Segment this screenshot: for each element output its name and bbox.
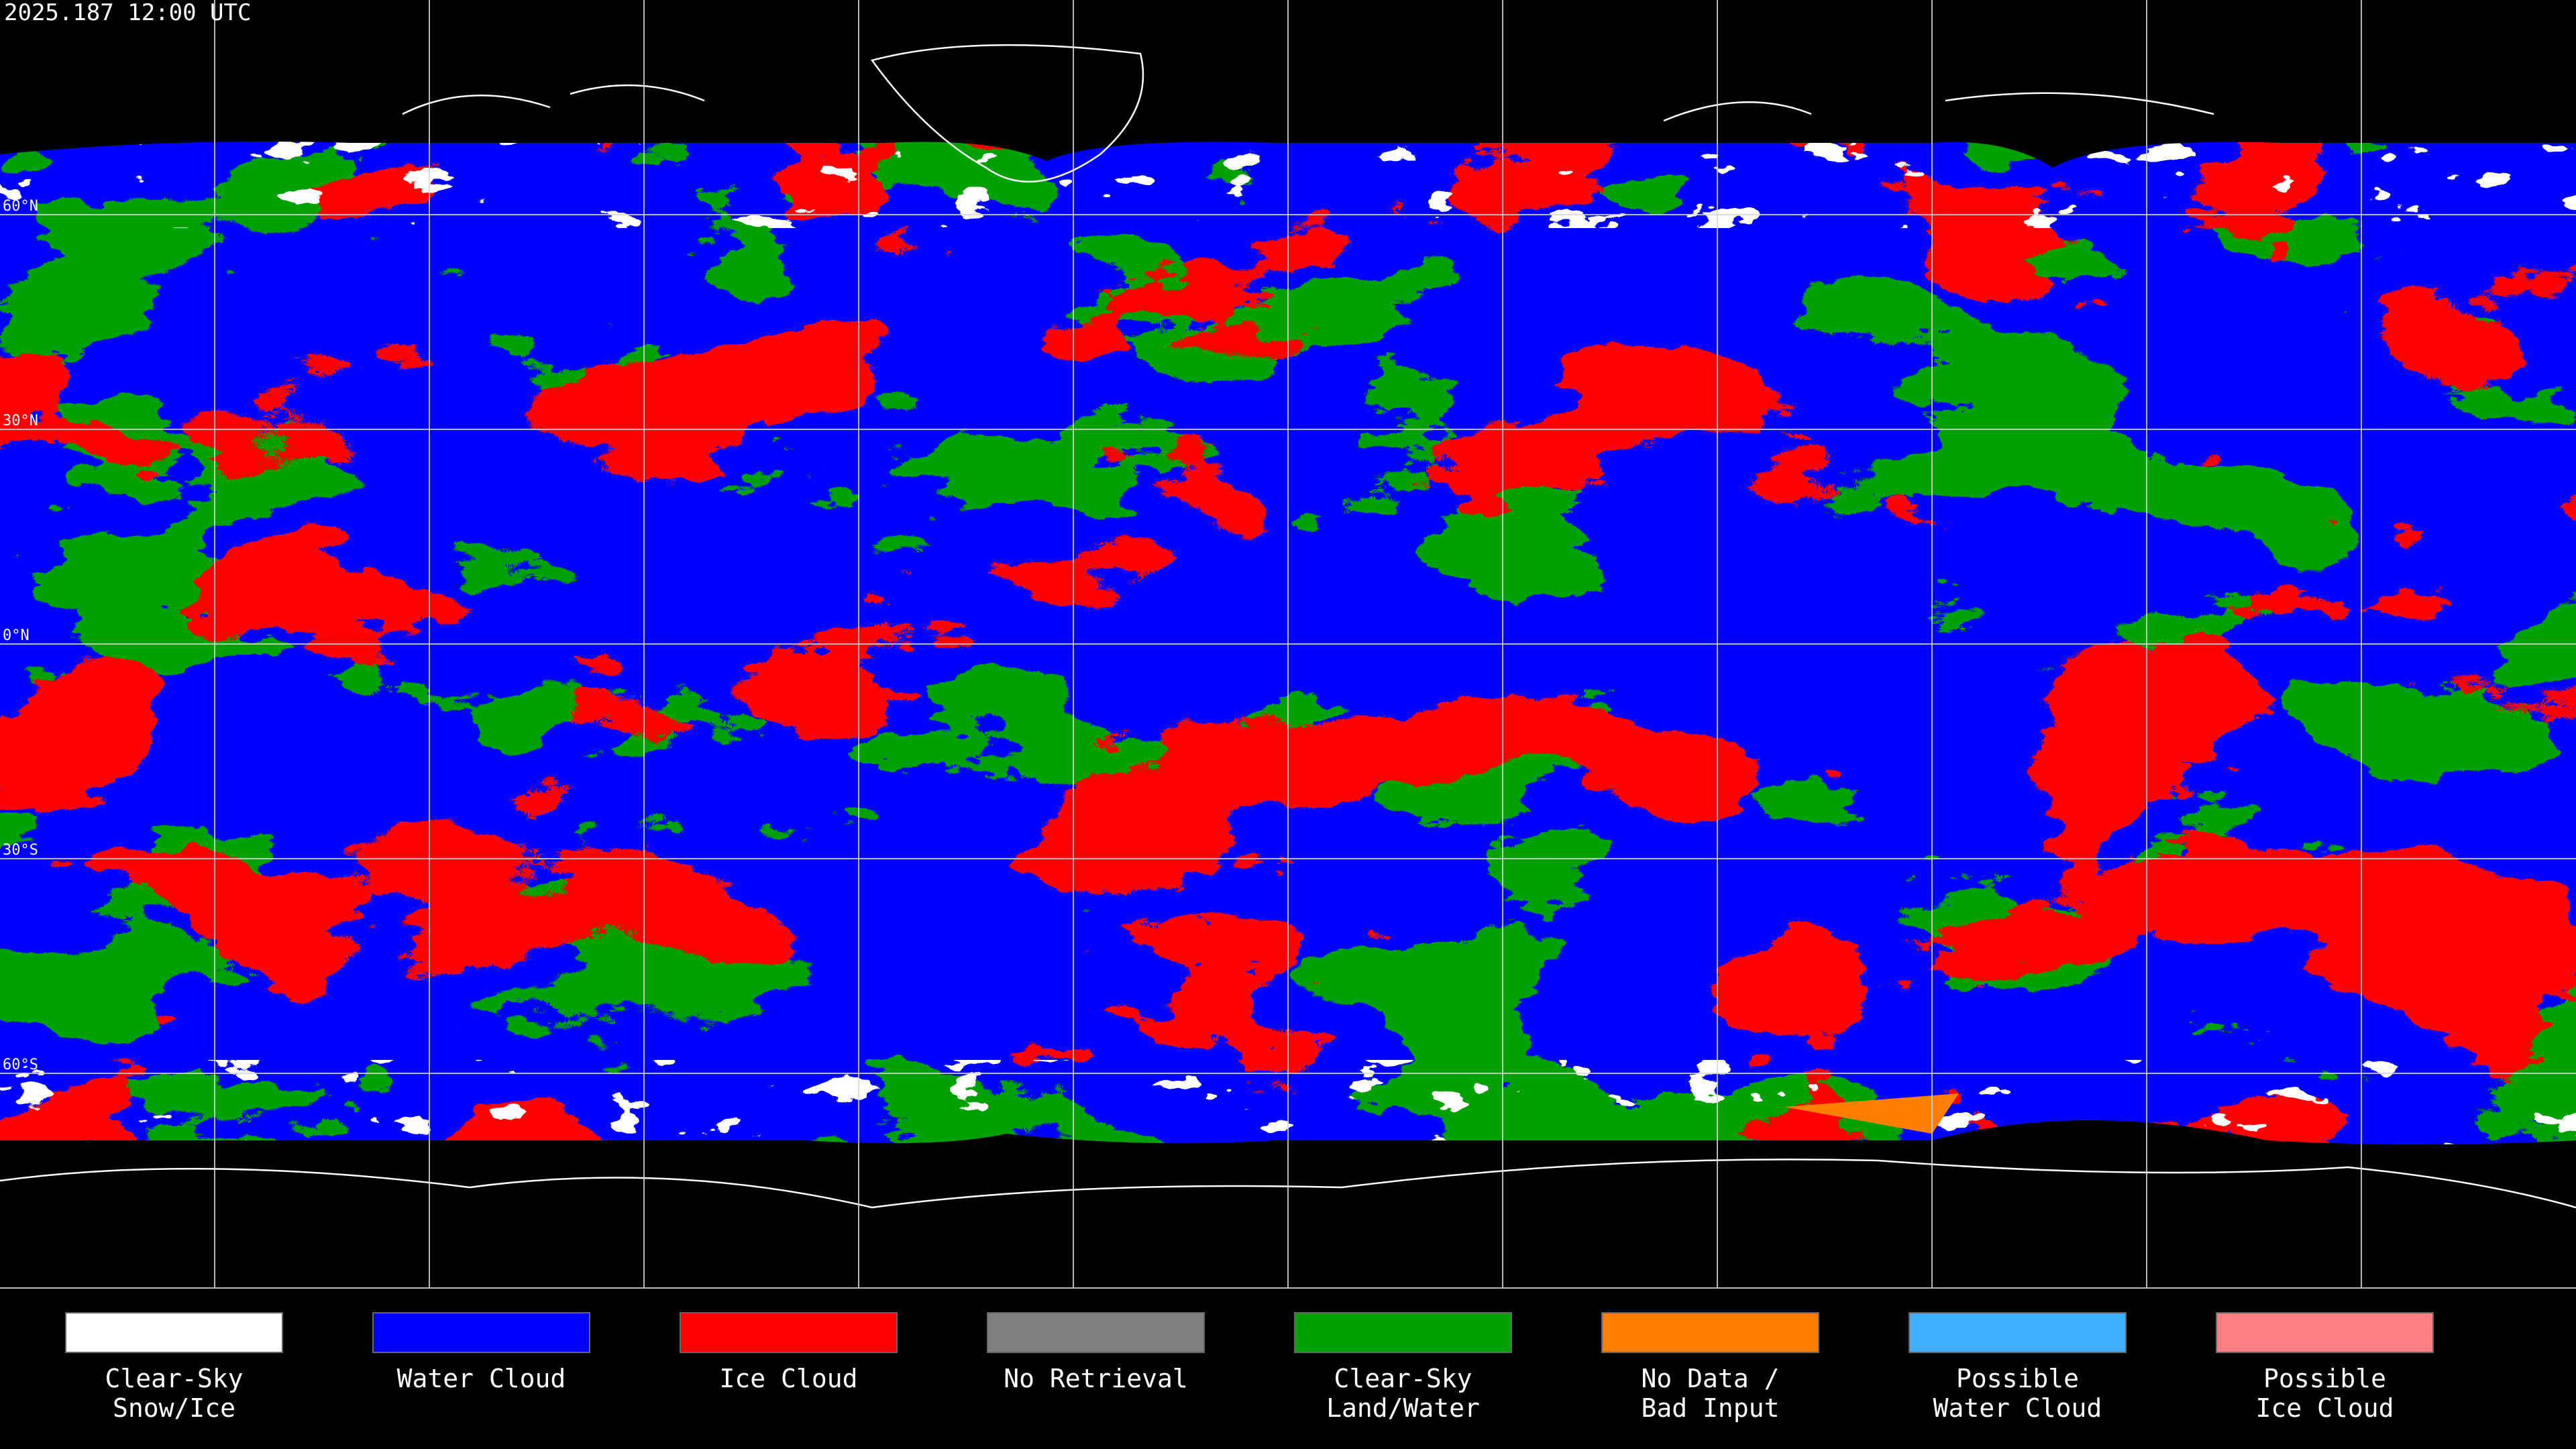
legend-label: Possible (2263, 1364, 2386, 1393)
legend-swatch (1909, 1312, 2127, 1353)
no-data-patch (1784, 1093, 1959, 1134)
greenland-outline (870, 44, 1144, 183)
legend-swatch (1601, 1312, 1819, 1353)
legend-label: Ice Cloud (720, 1364, 858, 1393)
latitude-label: 30°N (3, 413, 38, 429)
antarctica-outline (0, 1159, 2576, 1209)
legend-label: Snow/Ice (113, 1393, 235, 1423)
coastlines (0, 44, 2576, 1209)
latitude-label: 30°S (3, 842, 38, 859)
legend-label: Water Cloud (1933, 1393, 2102, 1423)
legend-label: No Retrieval (1004, 1364, 1188, 1393)
graticule: 60°N 30°N 0°N 30°S 60°S (0, 0, 2576, 1289)
legend-swatch (680, 1312, 898, 1353)
legend-swatch (372, 1312, 590, 1353)
legend-label: Clear-Sky (105, 1364, 244, 1393)
legend-label: Clear-Sky (1334, 1364, 1472, 1393)
timestamp-title: 2025.187 12:00 UTC (4, 0, 251, 26)
legend-label: Possible (1956, 1364, 2079, 1393)
legend-swatch (1294, 1312, 1512, 1353)
legend-swatch (2216, 1312, 2434, 1353)
legend-label: Ice Cloud (2256, 1393, 2394, 1423)
latitude-label: 60°N (3, 198, 38, 215)
legend-label: Land/Water (1326, 1393, 1480, 1423)
legend-swatch (987, 1312, 1205, 1353)
arctic-islands-outline (402, 84, 2214, 122)
legend-label: No Data / (1642, 1364, 1780, 1393)
legend-label: Water Cloud (397, 1364, 566, 1393)
legend-label: Bad Input (1642, 1393, 1780, 1423)
latitude-label: 0°N (3, 627, 30, 644)
legend-swatch (65, 1312, 283, 1353)
latitude-label: 60°S (3, 1057, 38, 1073)
